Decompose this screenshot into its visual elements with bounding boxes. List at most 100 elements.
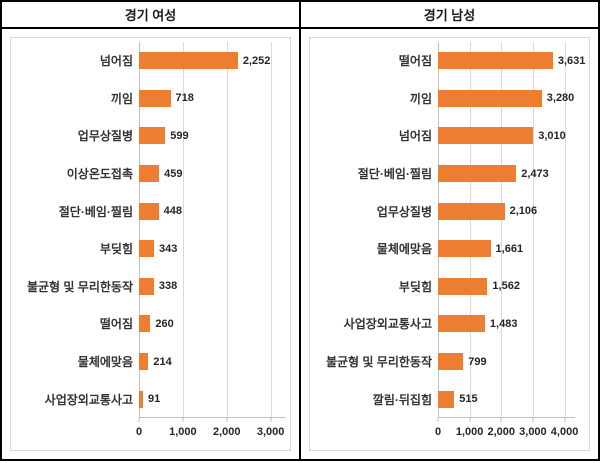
value-axis-women: 0 1,000 2,000 3,000: [136, 418, 286, 448]
bar: [438, 315, 485, 333]
axis-tick: [564, 418, 566, 422]
category-label: 물체에맞음: [77, 355, 133, 370]
category-label: 떨어짐: [398, 54, 432, 69]
bar-row: 2,473: [438, 155, 575, 193]
bar-row: 515: [438, 380, 575, 418]
axis-tick: [532, 418, 534, 422]
bar-row: 599: [139, 117, 286, 155]
bar-row: 1,483: [438, 305, 575, 343]
bar: [139, 52, 238, 70]
category-label: 절단·베임·찔림: [357, 167, 432, 182]
bar-value-label: 1,562: [492, 280, 520, 293]
bars-layer: 2,252 718 599 459 448 343 338 260 214 91: [139, 42, 286, 418]
axis-tick-label: 1,000: [169, 426, 197, 438]
value-axis-men: 0 1,000 2,000 3,000 4,000: [434, 418, 578, 448]
bar-chart-women: 넘어짐 끼임 업무상질병 이상온도접촉 절단·베임·찔림 부딪힘 불균형 및 무리한동작 떨어…: [10, 37, 291, 451]
bar-value-label: 515: [459, 393, 478, 406]
gridline: [270, 42, 272, 417]
chart-title-women: 경기 여성: [2, 2, 301, 27]
bar-value-label: 1,483: [489, 317, 518, 330]
axis-zero-line: [139, 42, 140, 417]
bar-value-label: 3,631: [557, 54, 586, 67]
category-axis-men: 떨어짐 끼임 넘어짐 절단·베임·찔림 업무상질병 물체에맞음 부딪힘 사업장외교통사고 불균형…: [314, 42, 438, 448]
axis-tick-label: 1,000: [455, 426, 484, 438]
category-label: 불균형 및 무리한동작: [325, 355, 432, 370]
plot-area-women: 2,252 718 599 459 448 343 338 260 214 91 0 1,000 2,…: [136, 42, 286, 448]
bar-value-label: 214: [153, 355, 172, 368]
axis-tick-label: 0: [434, 426, 442, 438]
bar-value-label: 343: [159, 242, 178, 255]
category-label: 불균형 및 무리한동작: [26, 279, 133, 294]
category-label: 넘어짐: [99, 54, 133, 69]
bar-value-label: 260: [155, 317, 174, 330]
bar-row: 260: [139, 305, 286, 343]
title-row: 경기 여성 경기 남성: [2, 2, 598, 29]
plot-area-men: 3,631 3,280 3,010 2,473 2,106 1,661 1,562 1,483…: [434, 42, 585, 448]
bar-row: 2,252: [139, 42, 286, 80]
grid-layer: [139, 42, 286, 418]
bar-row: 338: [139, 268, 286, 306]
bar-row: 1,562: [438, 268, 575, 306]
axis-tick: [469, 418, 471, 422]
bar-row: 3,280: [438, 80, 575, 118]
bar-row: 448: [139, 192, 286, 230]
bars-layer: 3,631 3,280 3,010 2,473 2,106 1,661 1,562 1,483…: [438, 42, 585, 418]
bar: [139, 277, 154, 295]
bar-row: 343: [139, 230, 286, 268]
bar-value-label: 1,661: [495, 242, 524, 255]
bar-value-label: 459: [164, 167, 183, 180]
axis-tick: [270, 418, 272, 422]
bar: [139, 240, 155, 258]
bar: [438, 89, 542, 107]
bar: [438, 277, 488, 295]
gridline: [564, 42, 566, 417]
category-label: 떨어짐: [99, 317, 133, 332]
axis-tick: [500, 418, 502, 422]
bar-value-label: 2,473: [521, 167, 549, 180]
bar: [438, 165, 517, 183]
bar-value-label: 3,280: [546, 92, 575, 105]
bar-row: 2,106: [438, 192, 575, 230]
category-label: 끼임: [110, 91, 133, 106]
chart-title-men: 경기 남성: [423, 8, 476, 23]
bar-row: 91: [139, 380, 286, 418]
bar-value-label: 3,010: [538, 129, 566, 142]
category-label: 사업장외교통사고: [44, 392, 133, 407]
axis-zero-line: [438, 42, 439, 417]
bar: [139, 315, 151, 333]
bar: [438, 127, 534, 145]
bar-row: 718: [139, 80, 286, 118]
gridline: [532, 42, 534, 417]
bar: [438, 240, 491, 258]
bar-row: 214: [139, 343, 286, 381]
bar-value-label: 338: [158, 280, 178, 293]
gridline: [226, 42, 228, 417]
bar-value-label: 599: [170, 129, 189, 142]
bar: [438, 52, 553, 70]
axis-tick: [182, 418, 184, 422]
gridline: [469, 42, 471, 417]
bar: [139, 127, 166, 145]
bar: [139, 165, 160, 183]
bar: [139, 390, 143, 408]
bar-row: 3,631: [438, 42, 585, 80]
axis-tick-label: 2,000: [212, 426, 241, 438]
category-label: 이상온도접촉: [66, 167, 133, 182]
bar: [139, 202, 159, 220]
axis-tick: [226, 418, 228, 422]
bar-row: 799: [438, 343, 575, 381]
chart-cell-women: 넘어짐 끼임 업무상질병 이상온도접촉 절단·베임·찔림 부딪힘 불균형 및 무리한동작 떨어…: [2, 29, 301, 459]
category-label: 업무상질병: [376, 204, 432, 219]
category-label: 부딪힘: [398, 279, 432, 294]
bar-row: 459: [139, 155, 286, 193]
bar-value-label: 718: [175, 92, 194, 105]
category-label: 물체에맞음: [376, 242, 432, 257]
category-label: 부딪힘: [99, 242, 133, 257]
bar-value-label: 2,252: [242, 54, 271, 67]
chart-cell-men: 떨어짐 끼임 넘어짐 절단·베임·찔림 업무상질병 물체에맞음 부딪힘 사업장외교통사고 불균형…: [301, 29, 598, 459]
bar-row: 1,661: [438, 230, 575, 268]
category-label: 절단·베임·찔림: [58, 204, 133, 219]
bar-chart-men: 떨어짐 끼임 넘어짐 절단·베임·찔림 업무상질병 물체에맞음 부딪힘 사업장외교통사고 불균형…: [309, 37, 590, 451]
category-label: 깔림·뒤집힘: [372, 392, 432, 407]
